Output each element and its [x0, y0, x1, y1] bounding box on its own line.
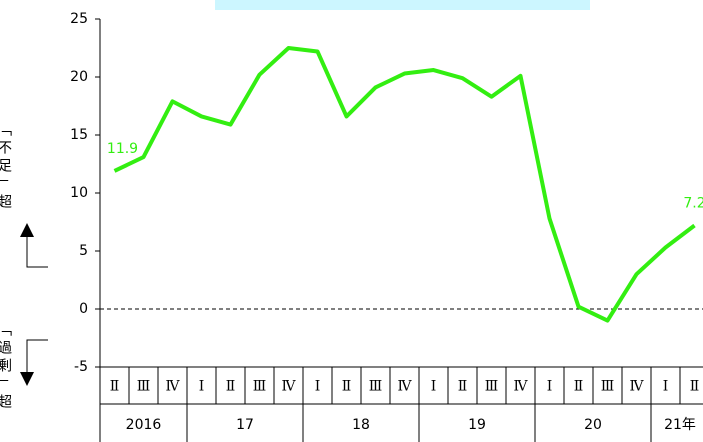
x-tick-label: Ⅱ [110, 379, 120, 395]
x-tick-label: Ⅲ [137, 379, 151, 395]
x-tick-label: Ⅲ [485, 379, 499, 395]
x-tick-label: Ⅳ [630, 379, 645, 395]
y-tick-label: 5 [79, 243, 88, 259]
data-label: 11.9 [107, 141, 138, 157]
y-tick-label: 20 [70, 69, 88, 85]
year-label: 2016 [126, 417, 162, 433]
data-label: 7.2 [683, 195, 703, 211]
arrow-down-stem [26, 339, 48, 372]
x-tick-label: Ⅱ [226, 379, 236, 395]
x-tick-label: Ⅳ [514, 379, 529, 395]
year-label: 21年 [664, 417, 696, 433]
arrow-up [20, 223, 34, 237]
x-tick-label: Ⅱ [574, 379, 584, 395]
y-tick-label: 15 [70, 127, 88, 143]
x-tick-label: Ⅱ [458, 379, 468, 395]
year-label: 20 [584, 417, 602, 433]
x-tick-label: Ⅲ [369, 379, 383, 395]
arrow-down [20, 372, 34, 386]
x-tick-label: Ⅳ [398, 379, 413, 395]
y-tick-label: -5 [74, 359, 88, 375]
x-tick-label: Ⅱ [342, 379, 352, 395]
x-tick-label: Ⅰ [431, 379, 437, 395]
x-tick-label: Ⅰ [547, 379, 553, 395]
year-label: 17 [236, 417, 254, 433]
year-label: 19 [468, 417, 486, 433]
x-tick-label: Ⅳ [282, 379, 297, 395]
y-tick-label: 0 [79, 301, 88, 317]
x-tick-label: Ⅲ [601, 379, 615, 395]
x-tick-label: Ⅰ [315, 379, 321, 395]
x-tick-label: Ⅰ [663, 379, 669, 395]
x-tick-label: Ⅰ [199, 379, 205, 395]
line [113, 46, 696, 323]
header-box [215, 0, 590, 10]
y-tick-label: 10 [70, 185, 88, 201]
y-tick-label: 25 [70, 11, 88, 27]
side-label-top: 「不足」超 [0, 122, 12, 212]
arrow-up-stem [26, 237, 48, 268]
year-label: 18 [352, 417, 370, 433]
x-tick-label: Ⅱ [690, 379, 700, 395]
x-tick-label: Ⅳ [166, 379, 181, 395]
x-tick-label: Ⅲ [253, 379, 267, 395]
side-label-bottom: 「過剰」超 [0, 322, 12, 412]
